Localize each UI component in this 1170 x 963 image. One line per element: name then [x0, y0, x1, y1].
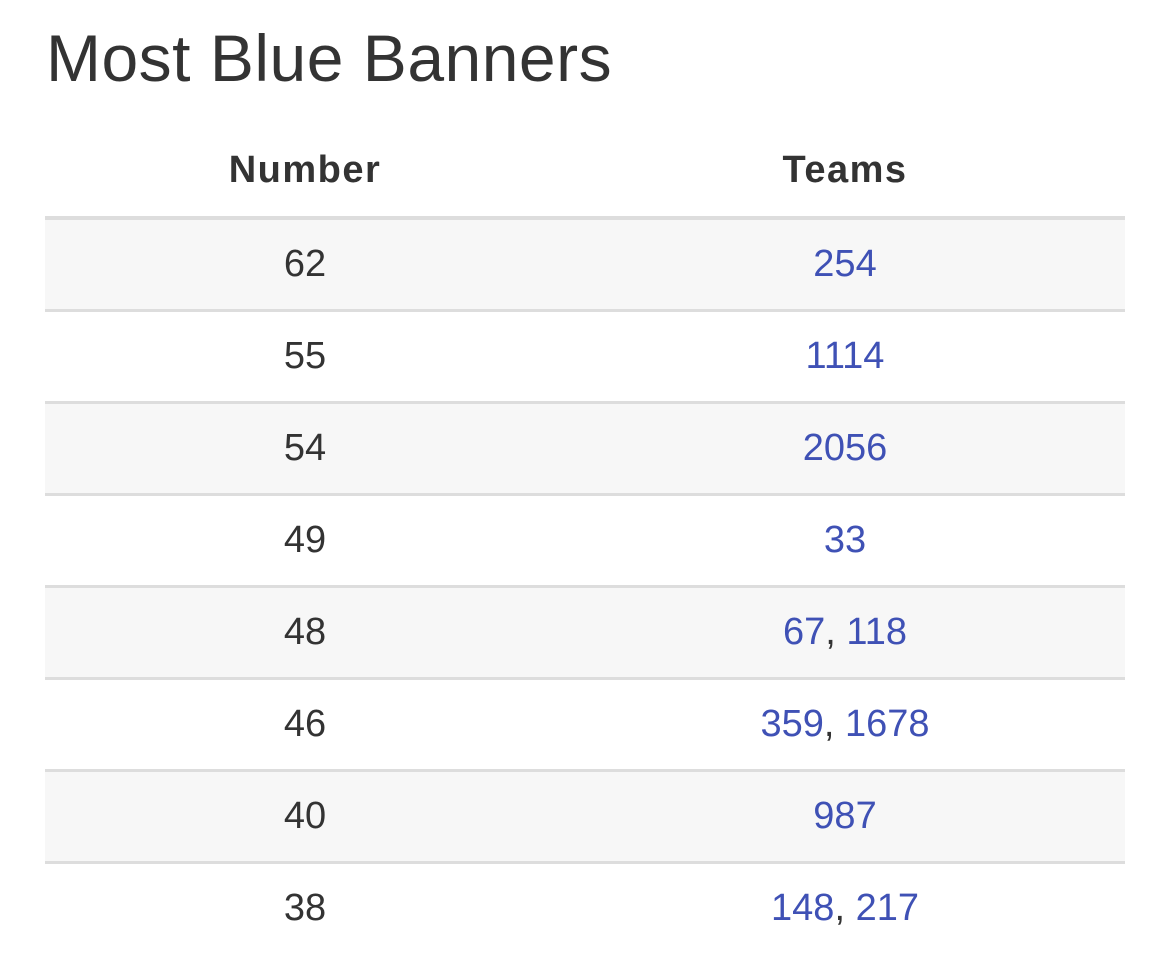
team-link[interactable]: 33: [823, 519, 867, 561]
banner-count-cell: 48: [45, 586, 565, 680]
table-row: 62 254: [45, 218, 1125, 312]
column-header-teams: Teams: [565, 124, 1125, 220]
team-separator: ,: [834, 887, 856, 929]
banner-count-cell: 49: [45, 494, 565, 588]
teams-cell: 359, 1678: [565, 678, 1125, 772]
table-row: 48 67, 118: [45, 586, 1125, 680]
table-row: 49 33: [45, 494, 1125, 588]
team-link[interactable]: 67: [783, 611, 826, 653]
table-body: 62 254 55 1114 54 2056 49 33 48 67, 118 46 359, 167…: [45, 218, 1125, 953]
banner-count-cell: 54: [45, 402, 565, 496]
team-separator: ,: [825, 611, 847, 653]
team-link[interactable]: 2056: [802, 427, 888, 469]
team-separator: ,: [823, 703, 845, 745]
column-header-number: Number: [45, 124, 565, 220]
banner-count-cell: 38: [45, 862, 565, 953]
table-row: 55 1114: [45, 310, 1125, 404]
team-link[interactable]: 254: [813, 243, 877, 285]
banner-count-cell: 40: [45, 770, 565, 864]
team-link[interactable]: 148: [771, 887, 835, 929]
team-link[interactable]: 217: [855, 887, 919, 929]
table-row: 40 987: [45, 770, 1125, 864]
table-row: 46 359, 1678: [45, 678, 1125, 772]
teams-cell: 148, 217: [565, 862, 1125, 953]
teams-cell: 987: [565, 770, 1125, 864]
blue-banners-table: Number Teams 62 254 55 1114 54 2056 49 33 48 67, …: [45, 124, 1125, 953]
team-link[interactable]: 359: [760, 703, 824, 745]
page-title: Most Blue Banners: [46, 21, 613, 95]
banner-count-cell: 62: [45, 218, 565, 312]
table-header-row: Number Teams: [45, 124, 1125, 220]
team-link[interactable]: 1678: [844, 703, 930, 745]
teams-cell: 33: [565, 494, 1125, 588]
team-link[interactable]: 987: [813, 795, 877, 837]
banner-count-cell: 55: [45, 310, 565, 404]
teams-cell: 254: [565, 218, 1125, 312]
table-row: 38 148, 217: [45, 862, 1125, 953]
banner-count-cell: 46: [45, 678, 565, 772]
teams-cell: 1114: [565, 310, 1125, 404]
teams-cell: 67, 118: [565, 586, 1125, 680]
team-link[interactable]: 1114: [805, 335, 885, 377]
team-link[interactable]: 118: [846, 611, 907, 653]
table-row: 54 2056: [45, 402, 1125, 496]
teams-cell: 2056: [565, 402, 1125, 496]
